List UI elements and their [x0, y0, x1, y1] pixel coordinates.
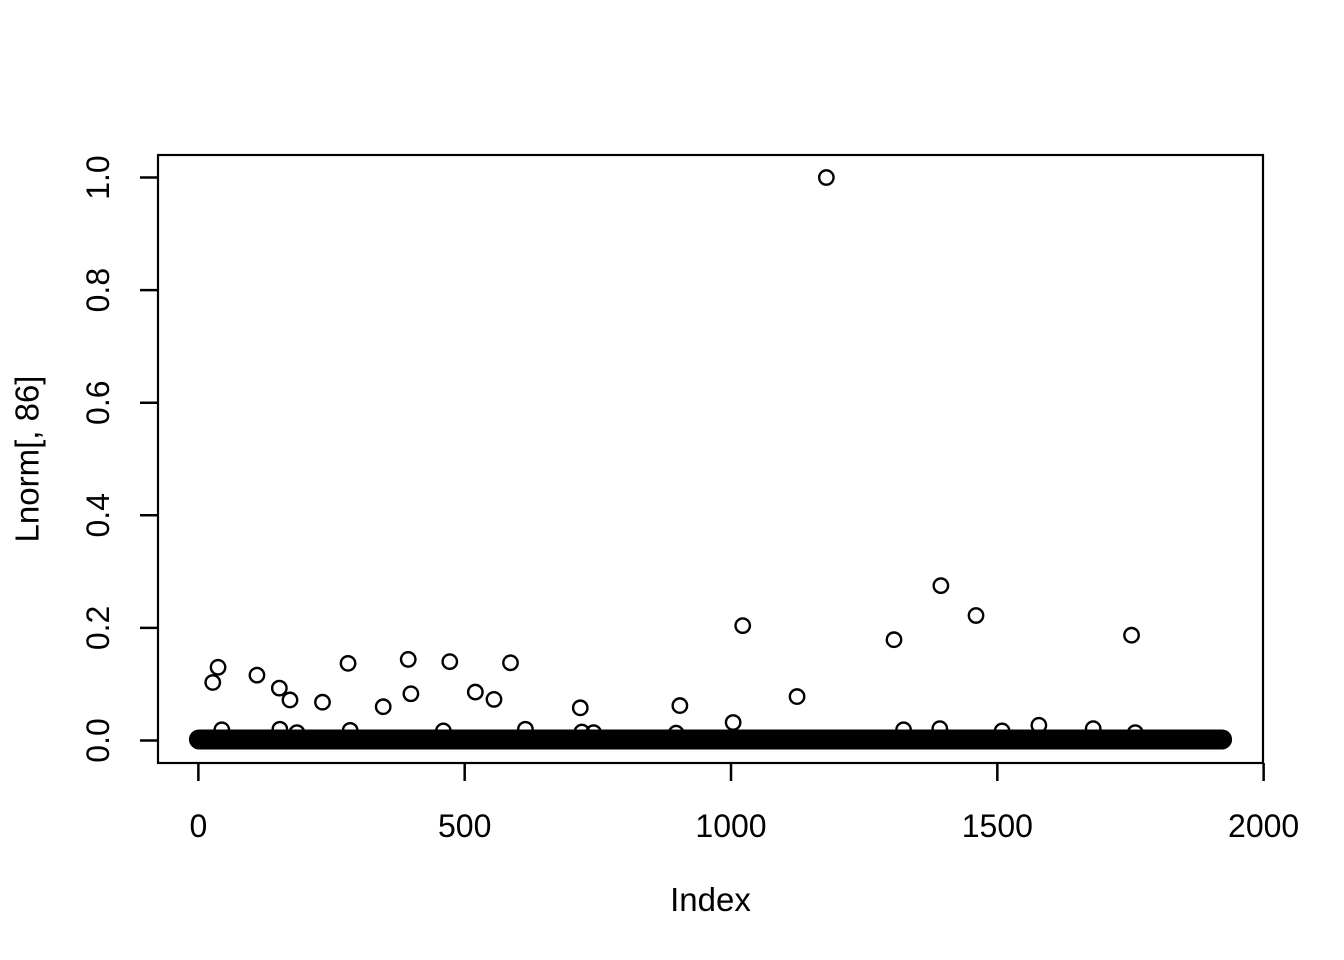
y-tick-label: 0.0 — [80, 718, 116, 762]
x-tick-label: 500 — [438, 808, 491, 844]
data-point — [895, 721, 912, 739]
data-point — [271, 720, 289, 738]
data-point — [932, 577, 950, 595]
data-point — [434, 722, 452, 740]
data-point — [314, 693, 331, 711]
data-point — [248, 666, 266, 684]
data-point — [585, 724, 602, 741]
data-point — [213, 721, 231, 739]
data-point — [288, 724, 306, 741]
data-point — [270, 679, 288, 697]
data-point — [1030, 716, 1048, 734]
y-tick-label: 0.2 — [80, 606, 116, 650]
data-point — [724, 714, 742, 731]
y-tick-label: 0.6 — [80, 380, 116, 424]
data-point — [734, 617, 752, 635]
x-tick-label: 1500 — [962, 808, 1033, 844]
y-axis-title: Lnorm[, 86] — [9, 376, 46, 543]
data-point — [931, 720, 949, 738]
data-point — [667, 724, 685, 742]
data-point — [502, 654, 519, 672]
data-point — [817, 169, 835, 186]
data-point — [485, 690, 503, 708]
data-point — [1126, 724, 1144, 741]
data-point — [339, 654, 357, 672]
y-tick-label: 1.0 — [80, 155, 116, 199]
data-point — [281, 691, 299, 709]
x-axis-title: Index — [670, 881, 751, 918]
y-axis: 0.0 0.2 0.4 0.6 0.8 1.0 — [80, 155, 158, 763]
data-point — [441, 653, 459, 671]
data-point — [573, 723, 591, 741]
data-points-layer — [188, 169, 1233, 750]
data-point — [517, 720, 534, 738]
x-axis: 0 500 1000 1500 2000 — [189, 763, 1299, 844]
data-point — [788, 688, 806, 705]
data-point — [993, 722, 1011, 740]
data-point — [374, 698, 392, 716]
data-point — [1123, 626, 1140, 644]
y-tick-label: 0.4 — [80, 493, 116, 537]
data-point — [466, 683, 484, 701]
data-point — [571, 699, 589, 717]
data-point — [341, 721, 359, 739]
data-point — [885, 631, 903, 649]
data-point — [204, 674, 222, 691]
x-tick-label: 0 — [189, 808, 207, 844]
data-point — [967, 607, 985, 624]
data-point — [671, 697, 689, 714]
y-tick-label: 0.8 — [80, 268, 116, 312]
x-tick-label: 2000 — [1228, 808, 1299, 844]
data-point — [209, 658, 227, 676]
plot-border-box — [156, 153, 1265, 765]
data-point — [402, 685, 420, 703]
data-point — [399, 651, 417, 668]
data-point — [1084, 720, 1102, 738]
x-tick-label: 1000 — [695, 808, 766, 844]
